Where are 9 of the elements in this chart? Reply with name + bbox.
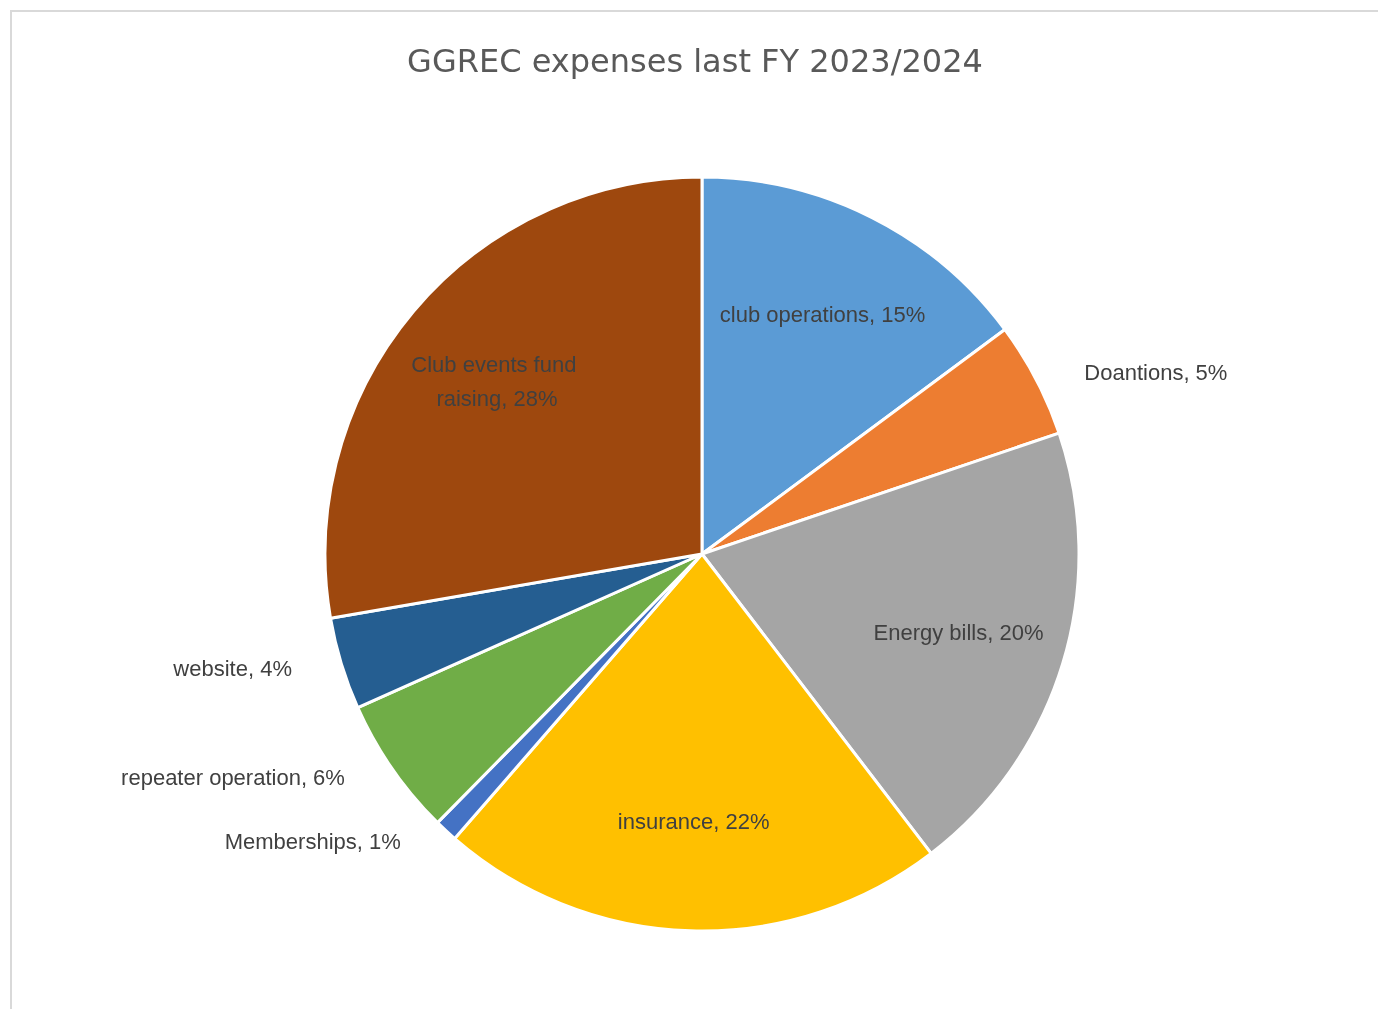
slice-label: insurance, 22%: [617, 809, 770, 835]
slice-label: website, 4%: [172, 655, 292, 681]
slice-label: Memberships, 1%: [224, 829, 401, 855]
slice-label: club operations, 15%: [719, 302, 926, 328]
slice-label: repeater operation, 6%: [121, 764, 345, 790]
slice-label: Doantions, 5%: [1084, 359, 1228, 385]
slice-label: Energy bills, 20%: [873, 619, 1044, 645]
slice-label: Club events fund raising, 28%: [411, 351, 583, 411]
chart-title: GGREC expenses last FY 2023/2024: [407, 42, 983, 80]
